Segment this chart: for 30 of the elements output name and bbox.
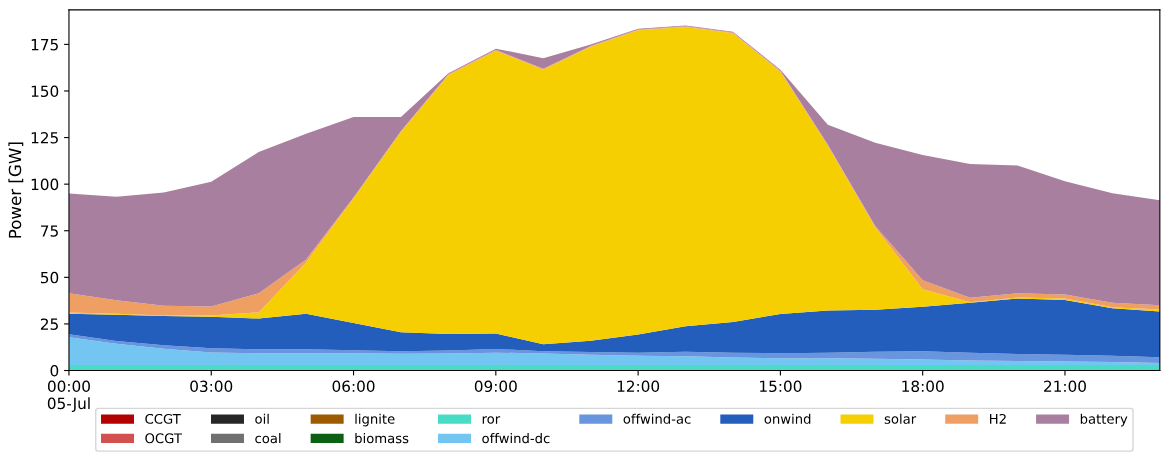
- legend-label: battery: [1080, 413, 1128, 427]
- legend-label: onwind: [764, 413, 811, 424]
- y-axis-title: Power [GW]: [8, 142, 24, 238]
- x-tick-label: 18:00: [902, 380, 944, 393]
- y-tick-label: 0: [50, 364, 59, 377]
- legend-label: OCGT: [145, 433, 183, 444]
- y-tick-label: 100: [31, 178, 59, 191]
- legend-label: offwind-dc: [482, 433, 550, 444]
- legend-label: offwind-ac: [623, 413, 691, 424]
- x-tick-label: 12:00: [617, 380, 660, 393]
- x-tick-label: 09:00: [474, 380, 517, 393]
- y-tick-label: 125: [31, 132, 58, 144]
- x-tick-label: 15:00: [760, 380, 802, 393]
- y-tick-label: 25: [40, 318, 58, 330]
- legend-label: coal: [255, 433, 281, 444]
- y-tick-label: 75: [41, 225, 58, 237]
- legend-label: lignite: [355, 413, 395, 427]
- legend-label: CCGT: [145, 413, 181, 424]
- legend-label: oil: [255, 413, 269, 424]
- legend-label: ror: [482, 416, 501, 424]
- x-tick-label: 06:00: [332, 380, 375, 393]
- legend-label: solar: [884, 413, 917, 424]
- x-tick-label: 03:00: [190, 380, 233, 393]
- legend-label: H2: [990, 413, 1006, 424]
- x-tick-label: 21:00: [1044, 380, 1086, 393]
- y-tick-label: 50: [40, 271, 59, 284]
- y-tick-label: 150: [31, 85, 59, 97]
- x-tick-label: 00:00 05-Jul: [47, 380, 90, 413]
- legend-label: biomass: [355, 433, 409, 444]
- y-tick-label: 175: [31, 39, 58, 51]
